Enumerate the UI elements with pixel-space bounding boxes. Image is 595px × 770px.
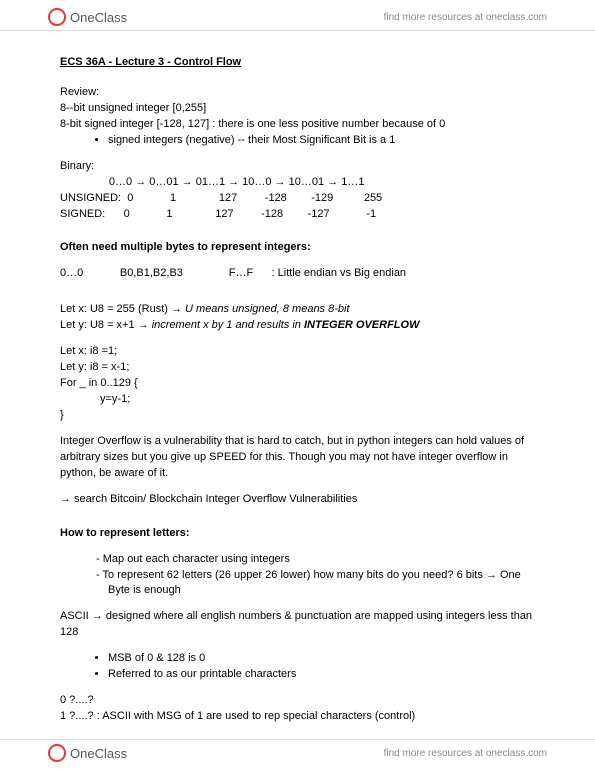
overflow-paragraph: Integer Overflow is a vulnerability that… bbox=[60, 434, 535, 482]
signed-row: SIGNED: 0 1 127 -128 -127 -1 bbox=[60, 207, 535, 223]
footer-link-text: find more resources at oneclass.com bbox=[384, 748, 547, 759]
integer-overflow-bold: INTEGER OVERFLOW bbox=[304, 319, 420, 331]
signed-int-line: 8-bit signed integer [-128, 127] : there… bbox=[60, 117, 535, 133]
question-row-2: 1 ?....? : ASCII with MSG of 1 are used … bbox=[60, 709, 535, 725]
binary-sequence-row: 0…0 → 0…01 → 01…1 → 10…0 → 10…01 → 1…1 bbox=[60, 175, 535, 191]
ascii-bullet-1: MSB of 0 & 128 is 0 bbox=[108, 651, 535, 667]
footer-logo-text: OneClass bbox=[70, 746, 127, 761]
endian-row: 0…0 B0,B1,B2,B3 F…F : Little endian vs B… bbox=[60, 266, 535, 282]
logo-text: OneClass bbox=[70, 10, 127, 25]
letters-heading: How to represent letters: bbox=[60, 526, 535, 542]
lecture-title: ECS 36A - Lecture 3 - Control Flow bbox=[60, 55, 535, 71]
increment-italic: increment x by 1 and results in bbox=[152, 319, 304, 331]
letters-item-1-text: Map out each character using integers bbox=[103, 553, 290, 565]
code-line-1: Let x: i8 =1; bbox=[60, 344, 535, 360]
code-line-4: y=y-1; bbox=[60, 392, 535, 408]
question-row-1: 0 ?....? bbox=[60, 693, 535, 709]
let-y-u8-line: Let y: U8 = x+1 → increment x by 1 and r… bbox=[60, 318, 535, 334]
page-footer: OneClass find more resources at oneclass… bbox=[0, 739, 595, 770]
let-y-u8-prefix: Let y: U8 = x+1 → bbox=[60, 319, 152, 331]
overflow-search-line: → search Bitcoin/ Blockchain Integer Ove… bbox=[60, 492, 535, 508]
unsigned-row: UNSIGNED: 0 1 127 -128 -129 255 bbox=[60, 191, 535, 207]
letters-item-2-text: To represent 62 letters (26 upper 26 low… bbox=[103, 569, 521, 597]
logo-icon bbox=[48, 8, 66, 26]
let-x-u8-line: Let x: U8 = 255 (Rust) → U means unsigne… bbox=[60, 302, 535, 318]
review-label: Review: bbox=[60, 85, 535, 101]
letters-item-2: - To represent 62 letters (26 upper 26 l… bbox=[60, 568, 535, 600]
letters-item-1: - Map out each character using integers bbox=[60, 552, 535, 568]
page-header: OneClass find more resources at oneclass… bbox=[0, 0, 595, 31]
multi-bytes-heading: Often need multiple bytes to represent i… bbox=[60, 240, 535, 256]
binary-label: Binary: bbox=[60, 159, 535, 175]
header-link-text: find more resources at oneclass.com bbox=[384, 12, 547, 23]
ascii-bullet-2: Referred to as our printable characters bbox=[108, 667, 535, 683]
code-line-5: } bbox=[60, 408, 535, 424]
unsigned-int-line: 8--bit unsigned integer [0,255] bbox=[60, 101, 535, 117]
code-line-3: For _ in 0..129 { bbox=[60, 376, 535, 392]
footer-logo-icon bbox=[48, 744, 66, 762]
ascii-paragraph: ASCII → designed where all english numbe… bbox=[60, 609, 535, 641]
u-means-italic: U means unsigned, 8 means 8-bit bbox=[185, 303, 349, 315]
let-x-u8-prefix: Let x: U8 = 255 (Rust) → bbox=[60, 303, 185, 315]
code-line-2: Let y: i8 = x-1; bbox=[60, 360, 535, 376]
logo: OneClass bbox=[48, 8, 127, 26]
signed-bullet: signed integers (negative) -- their Most… bbox=[108, 133, 535, 149]
footer-logo: OneClass bbox=[48, 744, 127, 762]
document-body: ECS 36A - Lecture 3 - Control Flow Revie… bbox=[0, 31, 595, 725]
